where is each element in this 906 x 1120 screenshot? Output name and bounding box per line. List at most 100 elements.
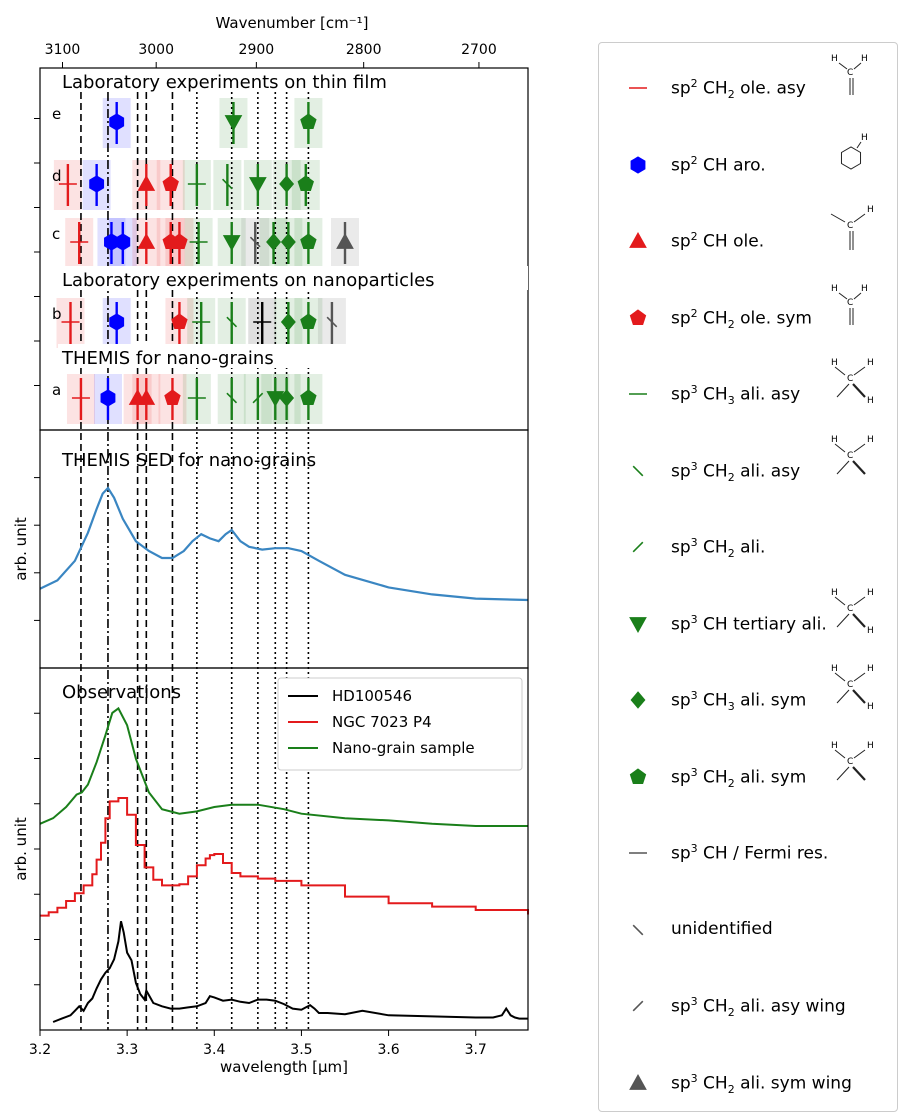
svg-text:H: H — [831, 284, 838, 294]
svg-text:H: H — [867, 588, 874, 598]
svg-text:H: H — [831, 664, 838, 674]
legend-item-9: sp3 CH2 ali. sym C H H — [599, 741, 899, 802]
legend-item-0: sp2 CH2 ole. asy C H H — [599, 54, 899, 113]
top-axis-label: Wavenumber [cm⁻¹] — [216, 14, 369, 32]
marker-c-3 — [137, 232, 156, 249]
legend-label-9: sp3 CH2 ali. sym — [671, 765, 807, 790]
legend-label-8: sp3 CH3 ali. sym — [671, 689, 807, 714]
marker-c-5 — [171, 233, 188, 249]
svg-text:H: H — [867, 396, 874, 406]
legend-marker-shape-7 — [629, 616, 647, 633]
top-tick-label-2: 2900 — [239, 42, 275, 58]
legend-marker-shape-2 — [629, 231, 647, 248]
svg-text:C: C — [847, 604, 853, 614]
legend-marker-shape-8 — [630, 691, 646, 709]
marker-d-8 — [297, 175, 314, 191]
legend-label-13: sp3 CH2 ali. sym wing — [671, 1071, 852, 1096]
legend-label-1: sp2 CH aro. — [671, 153, 766, 176]
legend-marker-10 — [629, 852, 647, 854]
row-label-a: a — [52, 381, 61, 399]
molecule-sketch-methylene: CH H — [831, 435, 874, 475]
marker-d-3 — [162, 175, 179, 191]
legend-item-8: sp3 CH3 ali. sym C H H H — [599, 664, 899, 725]
svg-text:H: H — [861, 54, 868, 64]
legend-item-1: sp2 CH aro. H — [599, 133, 899, 190]
legend-marker-4 — [629, 393, 647, 395]
legend-marker-5 — [632, 465, 644, 476]
molecule-sketch-vinyl: CH H — [831, 284, 868, 325]
marker-e-0 — [109, 113, 125, 131]
marker-d-1 — [89, 175, 105, 193]
legend-label-11: unidentified — [671, 918, 773, 939]
legend-label-5: sp3 CH2 ali. asy — [671, 459, 801, 484]
svg-text:C: C — [847, 451, 853, 461]
marker-c-7 — [222, 235, 241, 252]
marker-e-1 — [224, 115, 243, 132]
legend-item-4: sp3 CH3 ali. asy C H H H — [599, 358, 899, 419]
panel-bot-ylabel: arb. unit — [12, 817, 30, 881]
legend-label-hd100546: HD100546 — [332, 687, 412, 705]
panel-bot-title: Observations — [62, 682, 181, 703]
molecule-sketch-benzene: H — [840, 133, 868, 170]
svg-text:C: C — [847, 757, 853, 767]
legend-marker-11 — [632, 924, 644, 935]
svg-text:C: C — [847, 680, 853, 690]
x-tick-label-0: 3.2 — [29, 1042, 51, 1058]
legend-marker-shape-6 — [632, 541, 644, 553]
sed-curve — [39, 486, 529, 602]
legend-item-12: sp3 CH2 ali. asy wing — [599, 991, 899, 1031]
legend-label-4: sp3 CH3 ali. asy — [671, 383, 801, 408]
marker-b-8 — [326, 316, 338, 328]
legend-marker-12 — [632, 1000, 644, 1012]
obs-series-2 — [39, 706, 528, 827]
svg-text:H: H — [867, 664, 874, 674]
legend-marker-shape-1 — [630, 155, 646, 174]
legend-marker-1 — [630, 155, 646, 174]
svg-text:H: H — [867, 626, 874, 636]
marker-d-5 — [221, 178, 233, 190]
legend-item-3: sp2 CH2 ole. sym C H H — [599, 284, 899, 343]
section-title-nanoparticles: Laboratory experiments on nanoparticles — [58, 266, 528, 291]
svg-text:H: H — [831, 54, 838, 64]
molecule-sketch-tertiary: CH HH — [831, 588, 874, 636]
section-title-thin-film: Laboratory experiments on thin film — [58, 70, 468, 93]
svg-text:Laboratory experiments on nano: Laboratory experiments on nanoparticles — [62, 270, 435, 291]
top-tick-label-1: 3000 — [138, 42, 174, 58]
svg-text:C: C — [847, 298, 853, 308]
marker-d-7 — [279, 175, 295, 193]
marker-a-10 — [300, 389, 317, 405]
legend-label-12: sp3 CH2 ali. asy wing — [671, 995, 846, 1020]
row-label-e: e — [52, 105, 61, 123]
row-label-c: c — [52, 225, 60, 243]
legend-marker-0 — [629, 87, 647, 89]
legend-marker-6 — [632, 541, 644, 553]
svg-text:H: H — [831, 741, 838, 751]
obs-legend: HD100546 NGC 7023 P4 Nano-grain sample — [277, 677, 523, 771]
molecule-sketch-olefin: CH — [830, 205, 874, 250]
top-tick-label-0: 3100 — [45, 42, 81, 58]
svg-text:H: H — [831, 358, 838, 368]
molecule-sketch-methyl: CH HH — [831, 664, 874, 712]
top-tick-label-3: 2800 — [346, 42, 382, 58]
marker-c-12 — [336, 232, 354, 249]
svg-text:H: H — [867, 702, 874, 712]
legend-label-0: sp2 CH2 ole. asy — [671, 77, 806, 102]
legend-marker-shape-9 — [629, 767, 647, 784]
marker-a-1 — [100, 389, 116, 407]
legend-label-10: sp3 CH / Fermi res. — [671, 842, 829, 864]
spectra-figure: e d c b a 3.2 3.3 3.4 3.5 3.6 3.7 3100 3000 2900 2800… — [12, 14, 529, 1076]
marker-d-2 — [137, 174, 156, 191]
top-tick-label-4: 2700 — [461, 42, 497, 58]
legend-item-13: sp3 CH2 ali. sym wing — [599, 1068, 899, 1108]
row-label-b: b — [52, 305, 62, 323]
marker-c-8 — [249, 236, 261, 248]
row-label-d: d — [52, 167, 62, 185]
legend-marker-shape-3 — [629, 308, 647, 325]
svg-text:H: H — [861, 284, 868, 294]
svg-text:H: H — [831, 435, 838, 445]
legend-label-3: sp2 CH2 ole. sym — [671, 306, 812, 331]
svg-text:C: C — [847, 221, 853, 231]
marker-b-6 — [280, 313, 296, 331]
molecule-sketch-methyl: CH HH — [831, 358, 874, 406]
x-tick-label-5: 3.7 — [465, 1042, 487, 1058]
